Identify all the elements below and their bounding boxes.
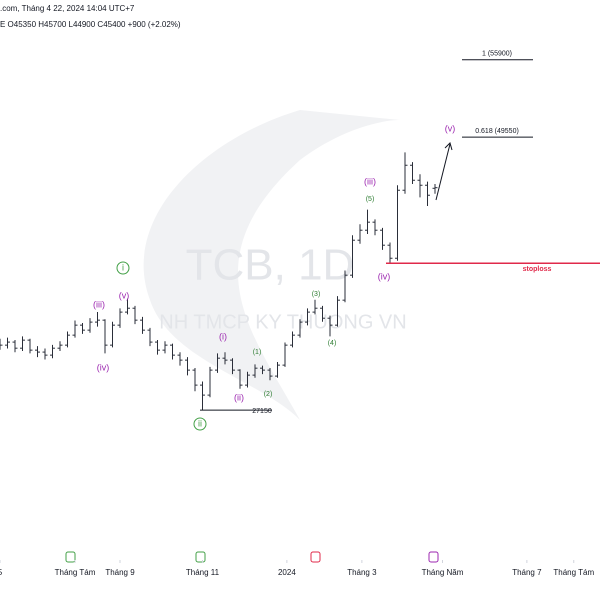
wave-label: (2) (264, 391, 273, 398)
wave-label: (5) (366, 196, 375, 203)
wave-label: (ii) (234, 392, 244, 402)
wave-label: (i) (219, 331, 227, 341)
wave-label: (v) (119, 290, 130, 300)
event-icon (310, 551, 321, 563)
ohlc-label: E O45350 H45700 L44900 C45400 +900 (+2.0… (0, 20, 181, 29)
x-tick-label: Tháng 7 (512, 568, 542, 577)
event-icons (65, 551, 439, 563)
wave-label: (1) (253, 349, 262, 356)
x-tick-label: 2024 (278, 568, 296, 577)
watermark: TCB, 1D (186, 241, 355, 290)
level-label: 27150 (252, 408, 272, 415)
wave-label: ii (198, 418, 202, 428)
wave-label: i (122, 262, 124, 272)
wave-label: (iv) (378, 271, 391, 281)
watermark-sub: NH TMCP KY THUONG VN (159, 311, 406, 333)
wave-label: (v) (445, 123, 456, 133)
watermark-logo (143, 110, 400, 420)
header: .com, Tháng 4 22, 2024 14:04 UTC+7 (0, 4, 135, 13)
event-icon (195, 551, 206, 563)
wave-circle (193, 417, 207, 431)
event-icon (428, 551, 439, 563)
wave-label: (iii) (93, 299, 105, 309)
wave-label: (4) (328, 340, 337, 347)
arrow (435, 142, 453, 201)
wave-circle (116, 261, 130, 275)
event-icon (65, 551, 76, 563)
wave-label: (3) (312, 291, 321, 298)
x-tick-label: 5 (0, 568, 3, 577)
level-label: 1 (55900) (482, 51, 512, 58)
level-label: stoploss (523, 266, 552, 273)
x-tick-label: Tháng Tám (55, 568, 96, 577)
level-label: 0.618 (49550) (475, 128, 519, 135)
wave-label: (iv) (97, 362, 110, 372)
x-tick-label: Tháng 3 (347, 568, 377, 577)
x-tick-label: Tháng 11 (186, 568, 220, 577)
x-tick-label: Tháng Tám (553, 568, 594, 577)
wave-label: (iii) (364, 176, 376, 186)
x-tick-label: Tháng Năm (422, 568, 464, 577)
x-tick-label: Tháng 9 (105, 568, 135, 577)
